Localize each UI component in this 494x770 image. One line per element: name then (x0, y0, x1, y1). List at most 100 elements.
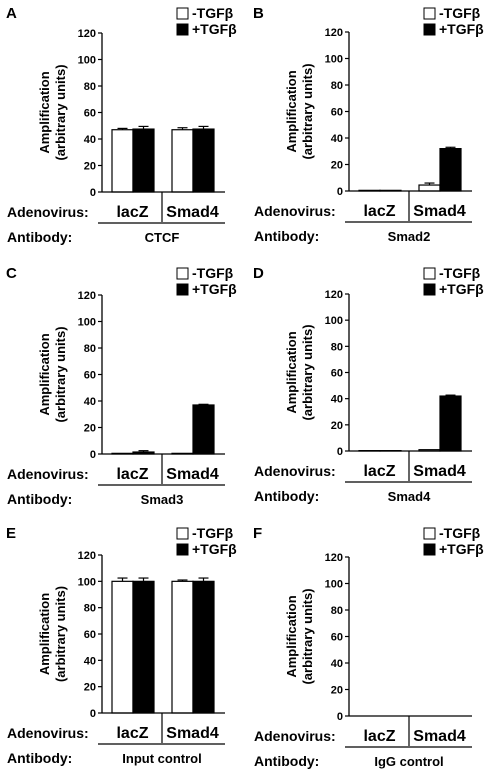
legend-label: -TGFβ (439, 5, 481, 21)
y-tick-label: 0 (337, 186, 343, 198)
legend-label: -TGFβ (439, 525, 481, 541)
y-tick-label: 80 (84, 343, 96, 355)
y-tick-label: 20 (84, 682, 96, 694)
y-tick-label: 120 (325, 289, 343, 301)
y-tick-label: 120 (78, 28, 96, 40)
antibody-name: Smad4 (388, 489, 431, 504)
legend-label: -TGFβ (439, 265, 481, 281)
panel-letter: C (6, 265, 17, 282)
bar (192, 128, 215, 193)
bar (111, 580, 134, 714)
antibody-label: Antibody: (254, 753, 319, 769)
y-tick-label: 80 (331, 605, 343, 617)
x-category-label: lacZ (363, 203, 395, 220)
y-axis-title: Amplification (284, 70, 299, 152)
y-tick-label: 100 (78, 55, 96, 67)
x-category-label: lacZ (363, 728, 395, 745)
antibody-name: Smad3 (141, 492, 184, 507)
y-axis-title: Amplification (37, 71, 52, 153)
legend-swatch (176, 267, 189, 280)
y-tick-label: 40 (331, 394, 343, 406)
adenovirus-label: Adenovirus: (7, 204, 89, 220)
chart-panel-b: B -TGFβ+TGFβ 0 20 40 60 80 100 120 Amplification(… (253, 5, 484, 244)
y-axis-title: Amplification (37, 333, 52, 415)
chart-panel-a: A -TGFβ+TGFβ 0 20 40 60 80 100 120 Amplification(… (6, 5, 237, 245)
legend-label: +TGFβ (439, 21, 484, 37)
y-tick-label: 100 (325, 54, 343, 66)
legend-swatch (176, 7, 189, 20)
y-tick-label: 80 (84, 81, 96, 93)
legend-label: -TGFβ (192, 265, 234, 281)
y-tick-label: 60 (84, 370, 96, 382)
adenovirus-label: Adenovirus: (254, 463, 336, 479)
legend-swatch (423, 283, 436, 296)
chart-panel-e: E -TGFβ+TGFβ 0 20 40 60 80 100 120 Amplification(… (6, 525, 237, 766)
legend-swatch (176, 527, 189, 540)
y-tick-label: 80 (331, 341, 343, 353)
legend-label: -TGFβ (192, 525, 234, 541)
legend-label: +TGFβ (439, 281, 484, 297)
bar (171, 129, 194, 193)
legend-swatch (176, 543, 189, 556)
legend-swatch (423, 23, 436, 36)
y-tick-label: 0 (337, 711, 343, 723)
y-axis-title: Amplification (37, 593, 52, 675)
y-tick-label: 100 (78, 576, 96, 588)
y-tick-label: 20 (84, 423, 96, 435)
antibody-label: Antibody: (7, 750, 72, 766)
y-tick-label: 120 (78, 550, 96, 562)
legend-label: +TGFβ (192, 281, 237, 297)
y-tick-label: 40 (331, 658, 343, 670)
y-tick-label: 100 (325, 315, 343, 327)
chart-panel-d: D -TGFβ+TGFβ 0 20 40 60 80 100 120 Amplification(… (253, 265, 484, 504)
x-category-label: Smad4 (166, 204, 219, 221)
x-category-label: Smad4 (413, 203, 466, 220)
x-category-label: lacZ (116, 204, 148, 221)
legend-label: +TGFβ (439, 541, 484, 557)
y-tick-label: 100 (78, 317, 96, 329)
bar (132, 128, 155, 193)
y-tick-label: 20 (331, 160, 343, 172)
legend-swatch (423, 543, 436, 556)
y-tick-label: 60 (84, 108, 96, 120)
bar (439, 148, 462, 192)
y-axis-title: (arbitrary units) (53, 326, 68, 422)
chart-panel-c: C -TGFβ+TGFβ 0 20 40 60 80 100 120 Amplification(… (6, 265, 237, 507)
adenovirus-label: Adenovirus: (7, 466, 89, 482)
antibody-label: Antibody: (254, 488, 319, 504)
antibody-name: CTCF (145, 230, 180, 245)
panel-letter: D (253, 265, 264, 282)
y-tick-label: 0 (90, 449, 96, 461)
x-category-label: Smad4 (166, 466, 219, 483)
y-axis-title: (arbitrary units) (300, 63, 315, 159)
legend-label: +TGFβ (192, 541, 237, 557)
y-tick-label: 60 (331, 107, 343, 119)
antibody-name: Input control (122, 751, 201, 766)
panel-letter: A (6, 5, 17, 22)
y-tick-label: 40 (331, 133, 343, 145)
adenovirus-label: Adenovirus: (254, 728, 336, 744)
panel-letter: F (253, 525, 262, 542)
y-tick-label: 40 (84, 134, 96, 146)
y-tick-label: 0 (90, 187, 96, 199)
legend-swatch (176, 283, 189, 296)
y-tick-label: 80 (84, 603, 96, 615)
legend-swatch (176, 23, 189, 36)
antibody-name: IgG control (374, 754, 443, 769)
y-tick-label: 120 (78, 290, 96, 302)
legend-label: -TGFβ (192, 5, 234, 21)
antibody-label: Antibody: (7, 491, 72, 507)
y-tick-label: 20 (331, 420, 343, 432)
y-tick-label: 100 (325, 579, 343, 591)
x-category-label: lacZ (116, 466, 148, 483)
x-category-label: lacZ (363, 463, 395, 480)
panel-letter: E (6, 525, 16, 542)
y-tick-label: 80 (331, 80, 343, 92)
legend-swatch (423, 527, 436, 540)
adenovirus-label: Adenovirus: (7, 725, 89, 741)
y-tick-label: 20 (84, 161, 96, 173)
y-tick-label: 40 (84, 396, 96, 408)
y-tick-label: 120 (325, 27, 343, 39)
y-axis-title: Amplification (284, 331, 299, 413)
